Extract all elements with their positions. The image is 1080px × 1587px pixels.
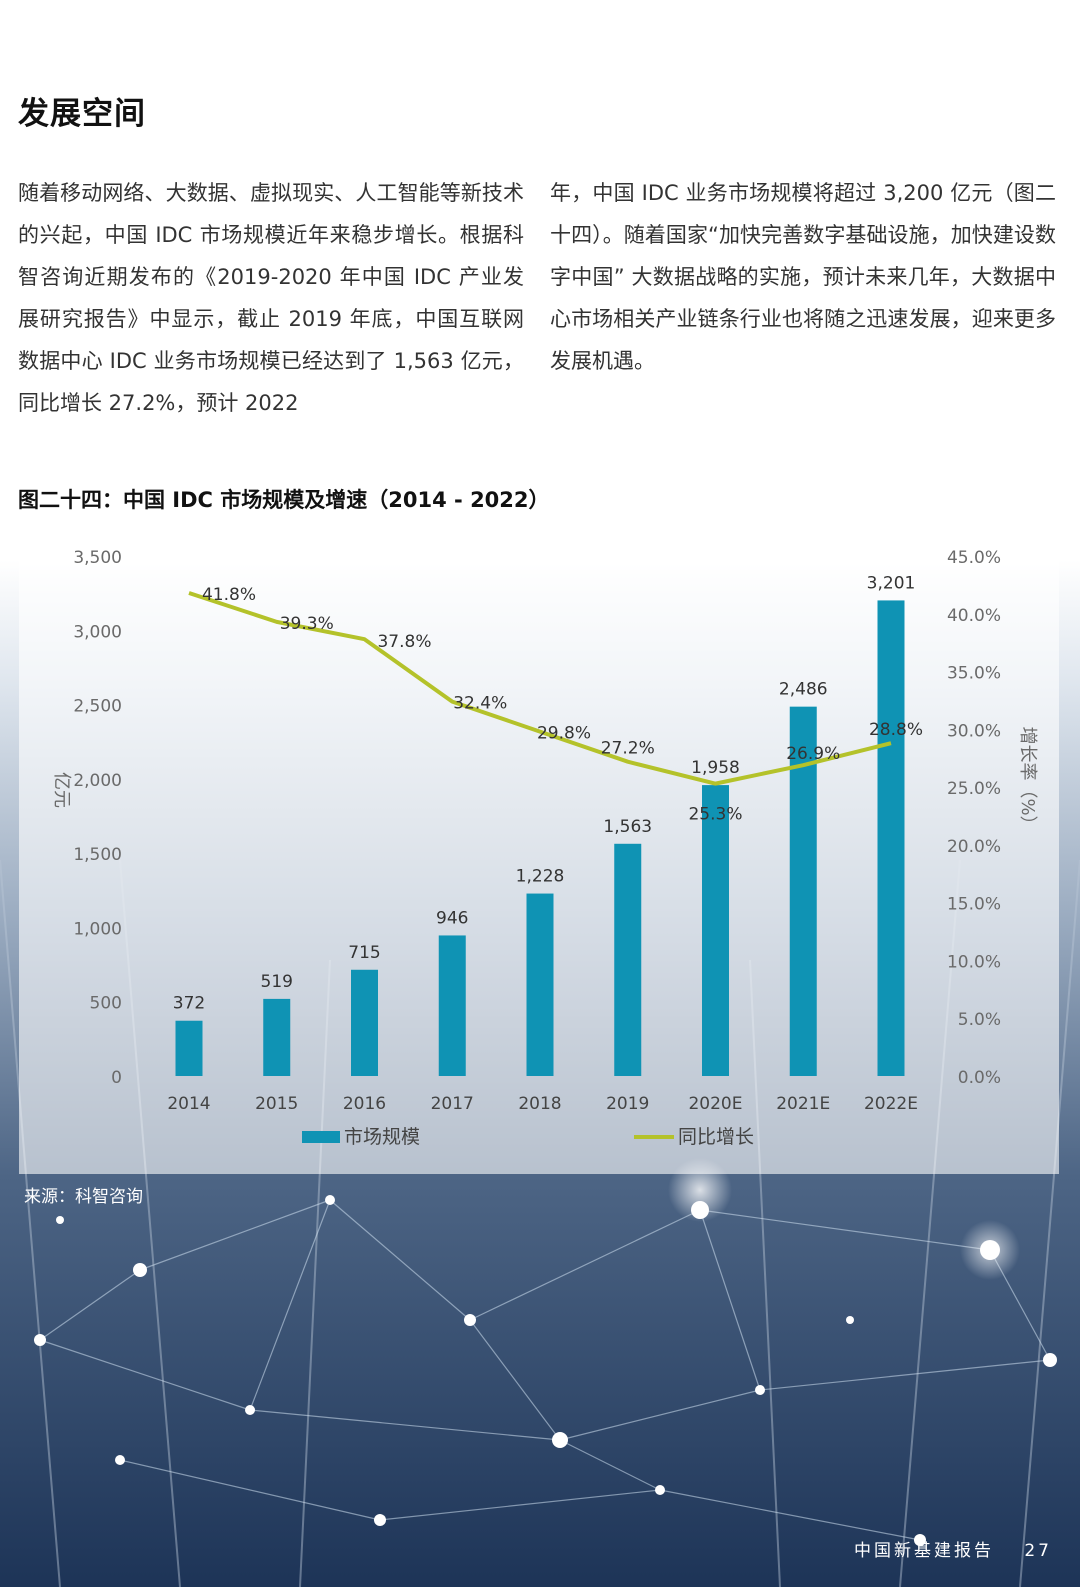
y-right-tick-label: 10.0% — [947, 952, 1001, 972]
bar-market-size — [263, 998, 291, 1076]
line-value-label: 28.8% — [869, 720, 923, 740]
x-tick-label: 2021E — [776, 1094, 830, 1114]
legend-label-yoy-growth: 同比增长 — [678, 1126, 754, 1148]
line-value-label: 25.3% — [688, 805, 742, 825]
y-left-tick-label: 0 — [111, 1068, 122, 1088]
legend-swatch-market-size — [302, 1131, 340, 1143]
bar-value-label: 372 — [173, 994, 205, 1014]
y-left-tick-label: 1,500 — [73, 845, 122, 865]
y-left-tick-label: 3,000 — [73, 622, 122, 642]
bar-value-label: 946 — [436, 908, 468, 928]
y-right-tick-label: 5.0% — [958, 1010, 1001, 1030]
line-yoy-growth — [188, 591, 892, 786]
line-value-label: 37.8% — [377, 632, 431, 652]
y-right-tick-label: 45.0% — [947, 548, 1001, 568]
bar-value-label: 519 — [261, 972, 293, 992]
y-left-axis-title: 亿元 — [51, 772, 72, 808]
x-tick-label: 2015 — [255, 1094, 298, 1114]
y-right-tick-label: 0.0% — [958, 1068, 1001, 1088]
footer-page-number: 27 — [1024, 1541, 1052, 1561]
x-tick-label: 2014 — [167, 1094, 210, 1114]
chart-title: 图二十四：中国 IDC 市场规模及增速（2014 - 2022） — [18, 488, 550, 512]
y-right-tick-label: 20.0% — [947, 837, 1001, 857]
footer-report-name: 中国新基建报告 — [853, 1541, 994, 1561]
x-tick-label: 2016 — [343, 1094, 386, 1114]
x-tick-label: 2017 — [431, 1094, 474, 1114]
y-left-tick-label: 2,500 — [73, 697, 122, 717]
y-right-axis-title: 增长率（%） — [1017, 726, 1038, 833]
y-right-tick-label: 40.0% — [947, 606, 1001, 626]
line-value-label: 26.9% — [786, 744, 840, 764]
bar-market-size — [877, 600, 905, 1076]
y-left-tick-label: 3,500 — [73, 548, 122, 568]
line-value-label: 29.8% — [537, 724, 591, 744]
bar-market-size — [526, 893, 554, 1076]
y-left-tick-label: 1,000 — [73, 919, 122, 939]
body-paragraph-right: 年，中国 IDC 业务市场规模将超过 3,200 亿元（图二十四）。随着国家“加… — [550, 181, 1056, 373]
bar-market-size — [702, 785, 729, 1076]
line-value-label: 39.3% — [280, 614, 334, 634]
y-right-tick-label: 30.0% — [947, 721, 1001, 741]
x-tick-label: 2020E — [688, 1094, 742, 1114]
y-left-tick-label: 2,000 — [73, 771, 122, 791]
page-footer: 中国新基建报告 27 — [832, 1536, 1052, 1561]
x-tick-label: 2018 — [518, 1094, 561, 1114]
y-right-tick-label: 35.0% — [947, 664, 1001, 684]
bar-market-size — [438, 935, 466, 1076]
line-value-label: 27.2% — [601, 739, 655, 759]
chart-source: 来源：科智咨询 — [24, 1187, 143, 1207]
bar-value-label: 1,563 — [603, 817, 652, 837]
legend-label-market-size: 市场规模 — [344, 1126, 420, 1148]
bar-value-label: 1,958 — [691, 758, 740, 778]
body-paragraph-left: 随着移动网络、大数据、虚拟现实、人工智能等新技术的兴起，中国 IDC 市场规模近… — [18, 181, 524, 415]
y-right-tick-label: 15.0% — [947, 895, 1001, 915]
bar-market-size — [614, 843, 642, 1076]
bar-market-size — [351, 969, 378, 1076]
x-tick-label: 2019 — [606, 1094, 649, 1114]
bar-value-label: 1,228 — [516, 867, 565, 887]
y-left-tick-label: 500 — [90, 994, 122, 1014]
section-heading: 发展空间 — [18, 96, 146, 132]
bar-value-label: 2,486 — [779, 680, 828, 700]
bar-value-label: 3,201 — [867, 573, 916, 593]
bar-market-size — [175, 1020, 203, 1076]
y-right-tick-label: 25.0% — [947, 779, 1001, 799]
bar-value-label: 715 — [348, 943, 380, 963]
line-value-label: 32.4% — [453, 694, 507, 714]
x-tick-label: 2022E — [864, 1094, 918, 1114]
line-value-label: 41.8% — [202, 585, 256, 605]
